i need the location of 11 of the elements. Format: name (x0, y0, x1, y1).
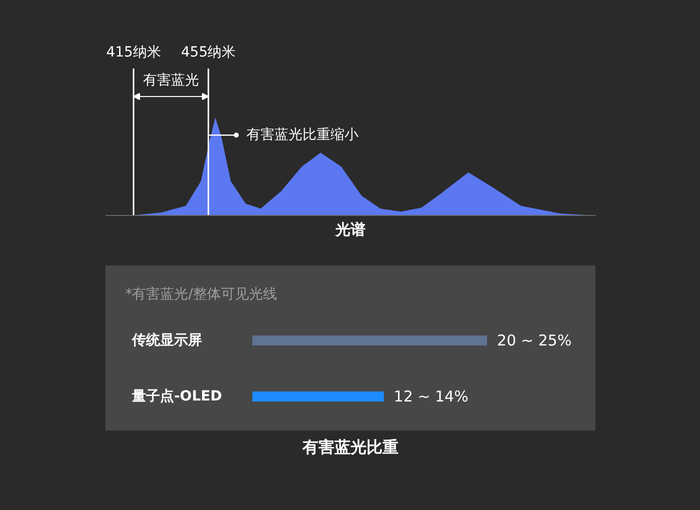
data-label: 20 ~ 25% (497, 332, 572, 350)
y-tick-label: 传统显示屏 (131, 332, 202, 348)
chart-subtitle: *有害蓝光/整体可见光线 (125, 286, 277, 302)
data-label: 12 ~ 14% (394, 388, 468, 406)
text: 有害蓝光比重 (302, 438, 398, 456)
annotation: 有害蓝光比重缩小 (246, 127, 358, 144)
x-tick-label: 455纳米 (181, 44, 236, 60)
y-tick-label: 量子点-OLED (131, 388, 222, 404)
x-axis-title: 光谱 (334, 220, 366, 238)
x-tick-label: 415纳米 (106, 44, 161, 60)
text: 有害蓝光 (142, 72, 199, 88)
